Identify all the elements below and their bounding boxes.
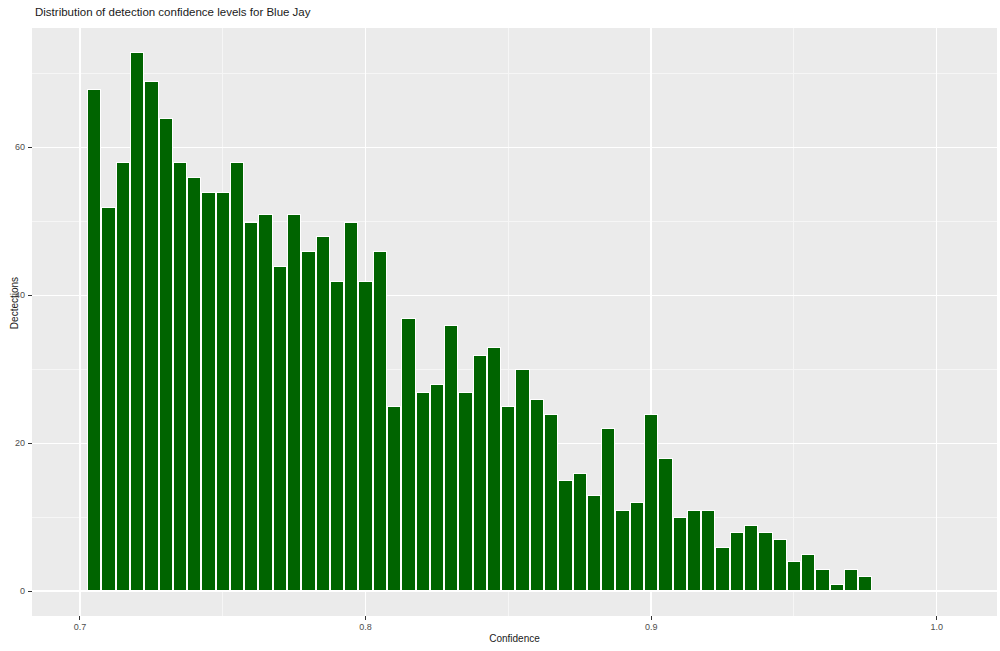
histogram-bar bbox=[701, 510, 715, 591]
y-tick-mark bbox=[28, 295, 32, 296]
y-tick-label: 60 bbox=[0, 142, 25, 153]
histogram-bar bbox=[773, 539, 787, 591]
minor-gridline-horizontal bbox=[32, 73, 997, 74]
x-tick-mark bbox=[936, 616, 937, 620]
major-gridline-horizontal bbox=[32, 147, 997, 149]
histogram-bar bbox=[444, 325, 458, 591]
histogram-bar bbox=[687, 510, 701, 591]
x-tick-label: 0.7 bbox=[65, 622, 95, 633]
x-tick-label: 0.9 bbox=[636, 622, 666, 633]
histogram-bar bbox=[730, 532, 744, 591]
histogram-bar bbox=[758, 532, 772, 591]
histogram-bar bbox=[430, 384, 444, 591]
y-tick-label: 0 bbox=[0, 586, 25, 597]
histogram-bar bbox=[530, 399, 544, 591]
histogram-bar bbox=[173, 162, 187, 591]
histogram-bar bbox=[416, 392, 430, 591]
histogram-bar bbox=[401, 318, 415, 591]
histogram-bar bbox=[244, 222, 258, 591]
histogram-bar bbox=[216, 192, 230, 591]
plot-title: Distribution of detection confidence lev… bbox=[35, 6, 311, 18]
histogram-bar bbox=[301, 251, 315, 591]
histogram-bar bbox=[473, 355, 487, 591]
histogram-bar bbox=[187, 177, 201, 591]
histogram-bar bbox=[258, 214, 272, 591]
histogram-bar bbox=[273, 266, 287, 591]
histogram-bar bbox=[744, 525, 758, 591]
histogram-bar bbox=[144, 81, 158, 591]
histogram-bar bbox=[344, 222, 358, 591]
y-tick-mark bbox=[28, 147, 32, 148]
histogram-bar bbox=[130, 52, 144, 591]
histogram-bar bbox=[373, 251, 387, 591]
histogram-bar bbox=[644, 414, 658, 591]
histogram-bar bbox=[558, 480, 572, 591]
minor-gridline-vertical bbox=[793, 28, 794, 616]
histogram-bar bbox=[815, 569, 829, 591]
x-tick-label: 1.0 bbox=[922, 622, 952, 633]
x-tick-label: 0.8 bbox=[351, 622, 381, 633]
histogram-bar bbox=[515, 369, 529, 591]
histogram-bar bbox=[316, 236, 330, 591]
histogram-bar bbox=[801, 554, 815, 591]
x-tick-mark bbox=[79, 616, 80, 620]
histogram-bar bbox=[544, 414, 558, 591]
histogram-bar bbox=[101, 207, 115, 591]
histogram-bar bbox=[358, 281, 372, 591]
histogram-bar bbox=[787, 561, 801, 591]
plot-page: { "title": "Distribution of detection co… bbox=[0, 0, 1000, 651]
histogram-bar bbox=[573, 473, 587, 591]
histogram-bar bbox=[587, 495, 601, 591]
histogram-bar bbox=[601, 428, 615, 591]
y-tick-mark bbox=[28, 443, 32, 444]
histogram-bar bbox=[844, 569, 858, 591]
y-tick-label: 20 bbox=[0, 438, 25, 449]
histogram-bar bbox=[387, 406, 401, 591]
x-tick-mark bbox=[651, 616, 652, 620]
major-gridline-vertical bbox=[936, 28, 938, 616]
histogram-bar bbox=[673, 517, 687, 591]
histogram-bar bbox=[87, 89, 101, 591]
histogram-bar bbox=[230, 162, 244, 591]
y-tick-mark bbox=[28, 591, 32, 592]
histogram-bar bbox=[287, 214, 301, 591]
histogram-bar bbox=[715, 547, 729, 591]
x-tick-mark bbox=[365, 616, 366, 620]
histogram-bar bbox=[116, 162, 130, 591]
histogram-bar bbox=[630, 502, 644, 591]
histogram-bar bbox=[458, 392, 472, 591]
histogram-bar bbox=[858, 576, 872, 591]
histogram-bar bbox=[487, 347, 501, 591]
histogram-bar bbox=[615, 510, 629, 591]
histogram-bar bbox=[501, 406, 515, 591]
x-axis-title: Confidence bbox=[32, 633, 997, 644]
major-gridline-vertical bbox=[79, 28, 81, 616]
histogram-bar bbox=[830, 584, 844, 591]
histogram-bar bbox=[330, 281, 344, 591]
chart-panel bbox=[32, 28, 997, 616]
histogram-bar bbox=[201, 192, 215, 591]
histogram-bar bbox=[658, 458, 672, 591]
histogram-bar bbox=[159, 118, 173, 591]
